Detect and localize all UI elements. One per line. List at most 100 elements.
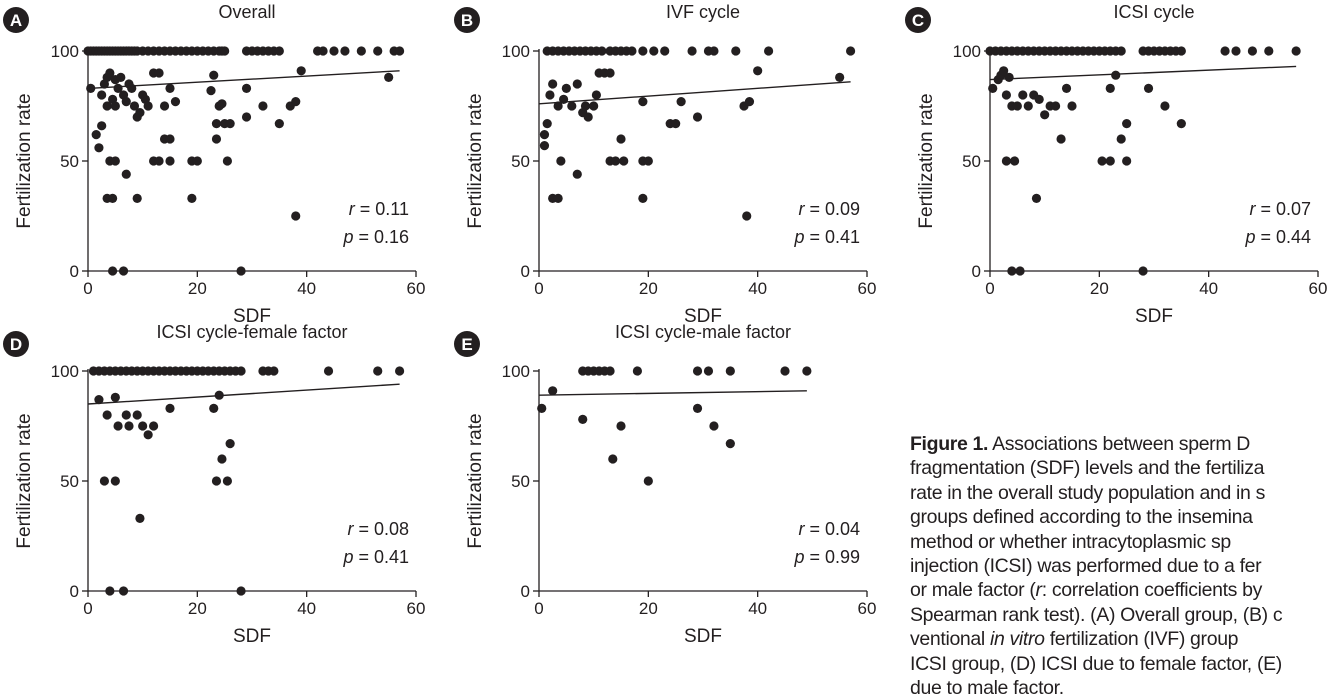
data-point <box>121 169 131 179</box>
data-point <box>1018 90 1028 100</box>
data-point <box>1247 46 1257 56</box>
data-point <box>165 156 175 166</box>
data-point <box>709 421 719 431</box>
y-tick-label: 50 <box>511 472 530 491</box>
data-point <box>988 83 998 93</box>
data-point <box>356 46 366 56</box>
data-point <box>1067 101 1077 111</box>
y-tick-label: 100 <box>51 42 79 61</box>
data-point <box>725 366 735 376</box>
data-point <box>340 46 350 56</box>
data-point <box>110 156 120 166</box>
data-point <box>1023 101 1033 111</box>
data-point <box>209 70 219 80</box>
data-point <box>97 90 107 100</box>
x-tick-label: 40 <box>297 599 316 618</box>
y-tick-label: 0 <box>70 262 79 281</box>
data-point <box>1105 83 1115 93</box>
x-tick-label: 0 <box>534 279 543 298</box>
data-point <box>105 68 115 78</box>
y-axis-label: Fertilization rate <box>465 93 486 228</box>
x-axis-label: SDF <box>1135 306 1173 327</box>
data-point <box>1264 46 1274 56</box>
data-point <box>108 193 118 203</box>
data-point <box>687 46 697 56</box>
data-point <box>1001 156 1012 166</box>
data-point <box>835 72 845 82</box>
panel-badge <box>3 7 29 33</box>
x-tick-label: 40 <box>297 279 316 298</box>
data-point <box>580 101 591 111</box>
data-point <box>274 119 284 129</box>
data-point <box>780 366 790 376</box>
data-point <box>589 101 599 111</box>
data-point <box>187 193 197 203</box>
data-point <box>110 101 120 111</box>
data-point <box>318 46 328 56</box>
data-point <box>553 101 563 111</box>
data-point <box>1061 83 1072 93</box>
data-point <box>1220 46 1230 56</box>
data-point <box>236 366 246 376</box>
x-tick-label: 0 <box>985 279 994 298</box>
data-point <box>121 410 131 420</box>
data-point <box>1138 266 1148 276</box>
x-tick-label: 60 <box>858 599 877 618</box>
y-tick-label: 100 <box>502 362 530 381</box>
data-point <box>296 66 306 76</box>
y-tick-label: 100 <box>51 362 79 381</box>
data-point <box>99 476 109 486</box>
caption-line: or male factor (r: correlation coefficie… <box>910 579 1263 602</box>
data-point <box>1176 119 1186 129</box>
data-point <box>638 97 648 107</box>
data-point <box>373 366 383 376</box>
data-point <box>1040 110 1050 120</box>
y-axis-label: Fertilization rate <box>916 93 937 228</box>
x-tick-label: 60 <box>407 599 426 618</box>
data-point <box>846 46 856 56</box>
p-annotation: p = 0.16 <box>342 227 409 247</box>
panel-letter: D <box>10 335 22 354</box>
chart-panel-e: E ICSI cycle-male factor 0 20 40 60 0 50 100 SDF F… <box>454 322 876 647</box>
data-point <box>91 130 101 140</box>
data-point <box>206 86 216 96</box>
data-point <box>323 366 334 376</box>
x-tick-label: 0 <box>83 599 92 618</box>
data-point <box>220 46 230 56</box>
caption-line: groups defined according to the insemina <box>910 506 1253 529</box>
chart-panel-a: A Overall 0 20 40 60 0 50 100 SDF Fertilization ra… <box>3 2 425 327</box>
x-tick-label: 60 <box>407 279 426 298</box>
data-point <box>671 119 681 129</box>
data-point <box>170 97 181 107</box>
data-point <box>731 46 741 56</box>
data-point <box>165 134 175 144</box>
data-point <box>105 586 115 596</box>
r-annotation: r = 0.08 <box>347 519 409 539</box>
chart-panel-d: D ICSI cycle-female factor 0 20 40 60 0 50 100 SD… <box>3 322 425 647</box>
x-tick-label: 20 <box>1090 279 1109 298</box>
x-tick-label: 40 <box>1199 279 1218 298</box>
data-point <box>118 266 129 276</box>
x-tick-label: 40 <box>748 599 767 618</box>
caption-line: Spearman rank test). (A) Overall group, … <box>910 603 1283 626</box>
data-point <box>597 46 607 56</box>
data-point <box>1116 46 1126 56</box>
regression-line <box>538 390 807 396</box>
panel-badge <box>905 7 931 33</box>
data-point <box>108 266 118 276</box>
data-point <box>241 112 252 122</box>
x-axis-label: SDF <box>684 306 722 327</box>
figure: A Overall 0 20 40 60 0 50 100 SDF Fertilization ra… <box>3 2 1327 647</box>
panel-title: Overall <box>218 2 275 22</box>
data-point <box>725 439 735 449</box>
data-point <box>537 403 547 413</box>
data-point <box>209 403 219 413</box>
data-point <box>561 83 571 93</box>
data-point <box>373 46 383 56</box>
x-tick-label: 40 <box>748 279 767 298</box>
caption-line: ICSI group, (D) ICSI due to female facto… <box>910 652 1282 675</box>
data-point <box>649 46 659 56</box>
x-tick-label: 60 <box>858 279 877 298</box>
data-point <box>742 211 752 221</box>
